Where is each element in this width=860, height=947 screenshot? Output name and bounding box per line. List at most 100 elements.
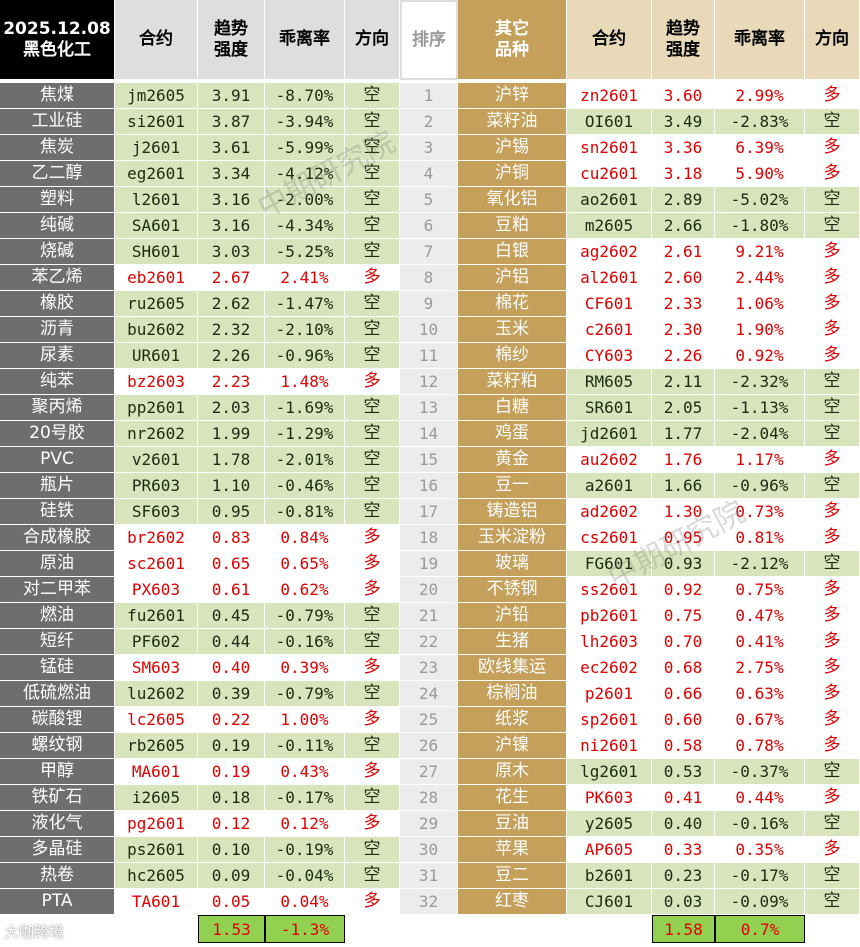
cell-text: 多 [363, 527, 381, 547]
data-cell: 0.95 [198, 499, 265, 525]
cell-text: -8.70% [275, 86, 334, 105]
variety-name: 对二甲苯 [0, 577, 115, 603]
rank: 11 [400, 343, 458, 369]
cell-text: 白银 [495, 241, 529, 261]
data-cell: OI601 [567, 109, 652, 135]
data-cell: -4.34% [265, 213, 345, 239]
data-cell: 0.04% [265, 889, 345, 915]
cell-text: 空 [363, 189, 381, 209]
cell-text: 26 [418, 736, 439, 755]
cell-text: SF603 [131, 502, 181, 521]
cell-text: 3.61 [211, 138, 251, 157]
cell-text: -0.17% [730, 866, 789, 885]
summary-cell: 1.58 [652, 915, 715, 943]
cell-text: 0.92% [735, 346, 784, 365]
data-cell: CJ601 [567, 889, 652, 915]
variety-name: 豆油 [458, 811, 567, 837]
data-cell: rb2605 [115, 733, 198, 759]
cell-text: 2.23 [211, 372, 251, 391]
cell-text: 19 [418, 554, 439, 573]
cell-text: TA601 [131, 892, 181, 911]
data-cell: 空 [345, 239, 400, 265]
data-cell: -0.09% [715, 889, 805, 915]
data-cell: 0.81% [715, 525, 805, 551]
cell-text: 17 [418, 502, 439, 521]
cell-text: zn2601 [580, 86, 638, 105]
cell-text: 铸造铝 [486, 501, 538, 521]
cell-text: ec2602 [580, 658, 638, 677]
cell-text: 空 [363, 215, 381, 235]
cell-text: -2.01% [275, 450, 334, 469]
cell-text: 30 [418, 840, 439, 859]
summary-cell: -1.3% [265, 915, 345, 943]
cell-text: 空 [363, 475, 381, 495]
cell-text: PVC [40, 449, 74, 469]
cell-text: 多 [823, 241, 841, 261]
cell-text: jd2601 [580, 424, 638, 443]
cell-text: 多 [363, 709, 381, 729]
cell-text: 多 [823, 137, 841, 157]
cell-text: 硅铁 [40, 501, 74, 521]
data-cell: 9.21% [715, 239, 805, 265]
cell-text: -1.13% [730, 398, 789, 417]
cell-text: 0.68 [663, 658, 703, 677]
cell-text: 1.10 [211, 476, 251, 495]
cell-text: 8 [423, 268, 434, 287]
data-cell: 空 [805, 551, 860, 577]
cell-text: rb2605 [127, 736, 185, 755]
data-cell: 空 [345, 863, 400, 889]
cell-text: 0.39% [280, 658, 329, 677]
data-cell: CY603 [567, 343, 652, 369]
data-cell: 0.41 [652, 785, 715, 811]
cell-text: SM603 [131, 658, 181, 677]
cell-text: 多 [363, 579, 381, 599]
data-cell: 0.05 [198, 889, 265, 915]
variety-name: 原油 [0, 551, 115, 577]
variety-name: 沪铝 [458, 265, 567, 291]
cell-text: 空 [363, 683, 381, 703]
cell-text: 3 [423, 138, 434, 157]
cell-text: 原油 [40, 553, 74, 573]
cell-text: 0.19 [211, 762, 251, 781]
data-cell: 0.53 [652, 759, 715, 785]
cell-text: 方向 [355, 29, 389, 49]
cell-text: 多 [823, 579, 841, 599]
variety-name: 多晶硅 [0, 837, 115, 863]
data-cell: 2.30 [652, 317, 715, 343]
column-header: 乖离率 [715, 0, 805, 80]
data-cell: 空 [345, 395, 400, 421]
variety-name: 纯碱 [0, 213, 115, 239]
cell-text: 空 [363, 423, 381, 443]
cell-text: 2.33 [663, 294, 703, 313]
column-header: 合约 [115, 0, 198, 80]
cell-text: jm2605 [127, 86, 185, 105]
data-cell: 3.03 [198, 239, 265, 265]
variety-name: 红枣 [458, 889, 567, 915]
cell-text: 0.41% [735, 632, 784, 651]
cell-text: p2601 [584, 684, 634, 703]
data-cell: 0.43% [265, 759, 345, 785]
cell-text: 0.12 [211, 814, 251, 833]
cell-text: 2.05 [663, 398, 703, 417]
data-cell: eg2601 [115, 161, 198, 187]
cell-text: 14 [418, 424, 439, 443]
data-cell: 0.92% [715, 343, 805, 369]
variety-name: 黄金 [458, 447, 567, 473]
data-cell: 0.41% [715, 629, 805, 655]
cell-text: 空 [363, 865, 381, 885]
data-cell: 空 [805, 187, 860, 213]
cell-text: -0.09% [730, 892, 789, 911]
data-cell: 空 [345, 135, 400, 161]
cell-text: PTA [41, 891, 73, 911]
data-cell: 0.63% [715, 681, 805, 707]
cell-text: 0.03 [663, 892, 703, 911]
data-cell: 多 [805, 265, 860, 291]
rank: 2 [400, 109, 458, 135]
data-cell: 空 [805, 759, 860, 785]
cell-text: 0.19 [211, 736, 251, 755]
data-cell: 2.03 [198, 395, 265, 421]
data-cell: 3.91 [198, 83, 265, 109]
data-cell: -0.46% [265, 473, 345, 499]
cell-text: -0.96% [730, 476, 789, 495]
cell-text: 方向 [815, 29, 849, 49]
